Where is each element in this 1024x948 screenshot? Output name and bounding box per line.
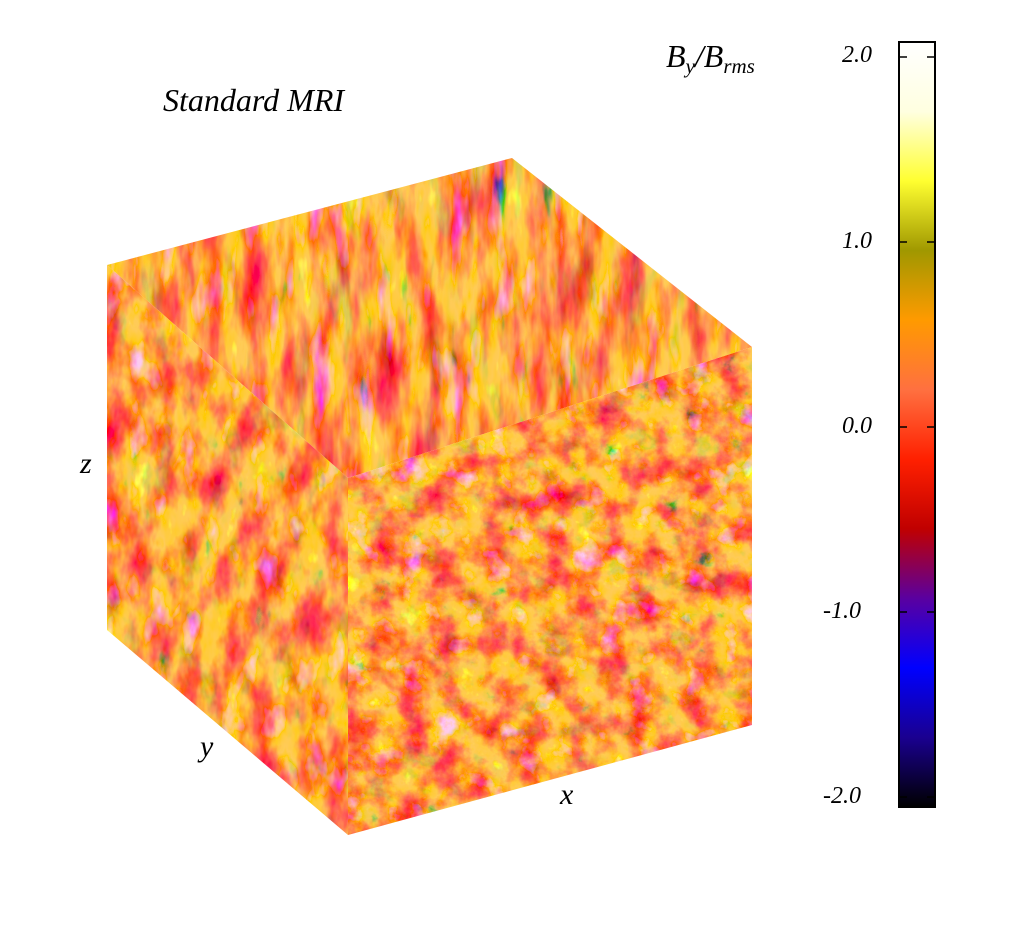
- quantity-base: B: [666, 38, 686, 74]
- colorbar-tick-label: 1.0: [842, 228, 872, 254]
- colorbar-tick-label: 0.0: [842, 413, 872, 439]
- axis-label-z: z: [80, 447, 92, 480]
- quantity-sub2: rms: [723, 54, 755, 78]
- quantity-base2: B: [703, 38, 724, 74]
- quantity-sep: /: [694, 38, 704, 74]
- figure-title: Standard MRI: [163, 82, 345, 118]
- colorbar-gradient: [898, 41, 936, 808]
- colorbar-ticks: [899, 56, 935, 798]
- colorbar-tick-label: -2.0: [823, 783, 861, 809]
- colorbar-quantity-label: By/Brms: [666, 38, 755, 78]
- colorbar-tick-label: 2.0: [842, 42, 872, 68]
- colorbar-tick-label: -1.0: [823, 598, 861, 624]
- quantity-sub1: y: [685, 54, 695, 78]
- axis-label-x: x: [560, 778, 574, 811]
- axis-label-y: y: [200, 730, 214, 763]
